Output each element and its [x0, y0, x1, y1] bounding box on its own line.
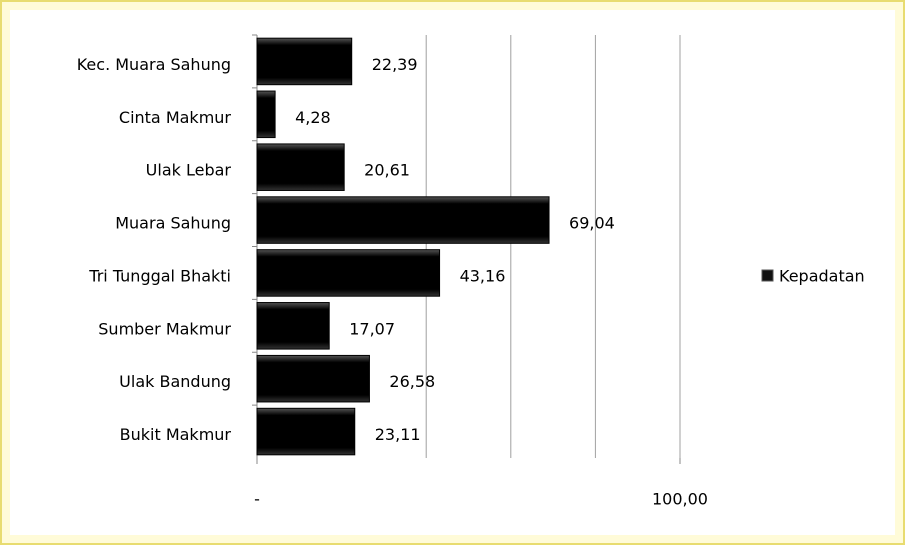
bar: [256, 407, 356, 456]
y-tick-label: Ulak Bandung: [119, 372, 231, 391]
value-label: 26,58: [389, 372, 435, 391]
value-label: 43,16: [460, 266, 506, 285]
value-label: 20,61: [364, 161, 410, 180]
y-tick-label: Muara Sahung: [115, 214, 231, 233]
y-tick-label: Kec. Muara Sahung: [77, 55, 231, 74]
y-tick-label: Tri Tunggal Bhakti: [88, 266, 231, 285]
value-label: 22,39: [372, 55, 418, 74]
bar: [256, 90, 276, 139]
x-tick-label: 100,00: [652, 490, 708, 509]
y-tick-label: Ulak Lebar: [146, 161, 232, 180]
legend-label: Kepadatan: [779, 267, 865, 286]
bar: [256, 37, 353, 86]
value-label: 69,04: [569, 214, 615, 233]
value-label: 23,11: [375, 425, 421, 444]
legend-swatch: [761, 269, 774, 282]
value-label: 17,07: [349, 319, 395, 338]
bar: [256, 302, 330, 350]
y-tick-label: Cinta Makmur: [119, 108, 232, 127]
chart-area: [10, 10, 895, 535]
y-tick-label: Sumber Makmur: [98, 319, 231, 338]
value-label: 4,28: [295, 108, 331, 127]
bar: [256, 249, 441, 297]
y-tick-label: Bukit Makmur: [120, 425, 232, 444]
bar: [256, 354, 370, 403]
bar: [256, 196, 550, 244]
bar: [256, 143, 345, 191]
x-tick-label: -: [254, 490, 260, 509]
